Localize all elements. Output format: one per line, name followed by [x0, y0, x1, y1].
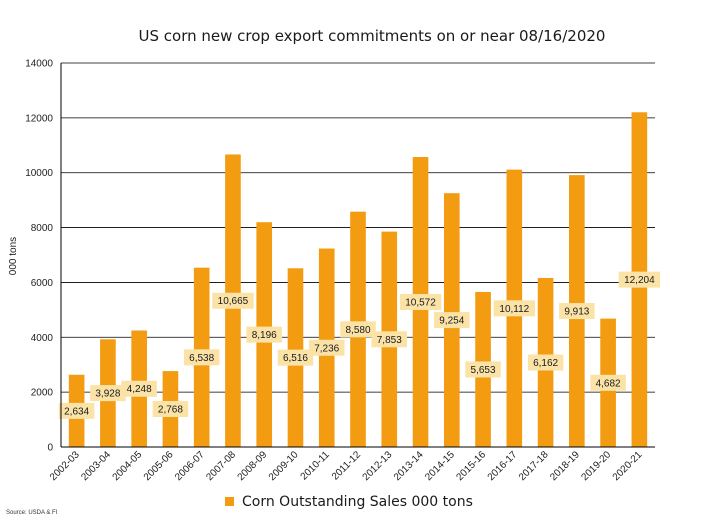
data-label: 6,538: [183, 349, 220, 366]
data-label-text: 7,853: [377, 335, 402, 346]
data-label-text: 10,112: [499, 304, 529, 315]
data-label-text: 12,204: [624, 275, 655, 286]
data-label-text: 2,768: [158, 405, 183, 416]
legend-label: Corn Outstanding Sales 000 tons: [242, 494, 473, 510]
data-label-text: 8,196: [252, 330, 277, 341]
data-label-box: [212, 292, 254, 309]
x-tick-label: 2010-11: [299, 449, 333, 483]
x-tick-label: 2019-20: [579, 449, 613, 483]
data-label-text: 9,913: [564, 307, 589, 318]
data-label-box: [340, 321, 376, 338]
data-label: 10,572: [399, 294, 442, 311]
data-label: 2,634: [58, 402, 95, 419]
chart-title: US corn new crop export commitments on o…: [139, 27, 606, 45]
data-label-box: [183, 349, 220, 366]
data-label-text: 4,248: [127, 384, 152, 395]
x-tick-label: 2016-17: [486, 449, 520, 483]
data-label-box: [618, 271, 661, 288]
data-label: 6,516: [277, 349, 314, 366]
data-label-box: [590, 374, 626, 391]
data-label-box: [90, 385, 126, 402]
data-label: 9,913: [559, 303, 595, 320]
data-label-text: 5,653: [471, 365, 496, 376]
bar-series: [68, 112, 648, 448]
data-label-box: [308, 339, 345, 356]
y-axis-ticks: 0 2000 4000 6000 8000 10000 12000 14000: [25, 59, 53, 454]
data-label-box: [277, 349, 314, 366]
data-label-text: 8,580: [345, 325, 370, 336]
x-tick-label: 2009-10: [267, 449, 301, 483]
data-label-text: 9,254: [439, 316, 464, 327]
y-tick-label: 10000: [25, 168, 53, 179]
data-label-box: [399, 294, 442, 311]
data-label-text: 4,682: [596, 378, 621, 389]
data-label-box: [152, 401, 189, 418]
data-label-box: [434, 312, 470, 329]
data-label-text: 10,572: [405, 298, 436, 309]
x-tick-label: 2014-15: [423, 449, 457, 483]
y-tick-label: 2000: [31, 388, 54, 399]
data-label: 6,162: [527, 354, 564, 371]
data-label-box: [527, 354, 564, 371]
data-label-text: 6,516: [283, 353, 308, 364]
data-label: 8,580: [340, 321, 376, 338]
legend-swatch: [225, 497, 234, 506]
data-label-box: [493, 300, 536, 317]
x-tick-label: 2018-19: [548, 449, 582, 483]
x-tick-label: 2017-18: [517, 449, 551, 483]
x-tick-label: 2008-09: [236, 449, 270, 483]
x-tick-label: 2006-07: [173, 449, 207, 483]
y-tick-label: 4000: [31, 333, 54, 344]
y-tick-label: 8000: [31, 223, 54, 234]
y-axis-label: 000 tons: [8, 237, 19, 275]
data-label-box: [465, 361, 501, 378]
data-label: 3,928: [90, 385, 126, 402]
x-tick-label: 2005-06: [142, 449, 176, 483]
data-label-text: 2,634: [64, 406, 89, 417]
x-tick-label: 2004-05: [111, 449, 145, 483]
data-label: 7,236: [308, 339, 345, 356]
data-label-box: [371, 331, 408, 348]
data-label-text: 7,236: [314, 343, 339, 354]
data-label: 9,254: [434, 312, 470, 329]
x-tick-label: 2013-14: [392, 449, 426, 483]
data-label: 10,665: [212, 292, 254, 309]
x-tick-label: 2015-16: [454, 449, 488, 483]
data-label: 2,768: [152, 401, 189, 418]
x-tick-label: 2007-08: [204, 449, 238, 483]
data-label: 5,653: [465, 361, 501, 378]
data-label-text: 3,928: [95, 389, 120, 400]
data-label-box: [559, 303, 595, 320]
source-note: Source: USDA & FI: [6, 510, 58, 516]
x-tick-label: 2012-13: [361, 449, 395, 483]
data-label: 8,196: [246, 326, 282, 343]
x-tick-label: 2002-03: [48, 449, 82, 483]
data-label: 4,682: [590, 374, 626, 391]
data-labels: 2,634 3,928 4,248 2,768 6,538 10,665 8,196 6,51…: [58, 271, 661, 419]
data-label-box: [58, 402, 95, 419]
data-label: 4,248: [121, 380, 157, 397]
x-tick-label: 2003-04: [79, 449, 113, 483]
y-tick-label: 14000: [25, 59, 53, 70]
y-tick-label: 12000: [25, 113, 53, 124]
data-label-box: [246, 326, 282, 343]
data-label-box: [121, 380, 157, 397]
y-tick-label: 6000: [31, 278, 54, 289]
data-label-text: 6,538: [189, 353, 214, 364]
data-label: 12,204: [618, 271, 661, 288]
x-axis-ticks: 2002-032003-042004-052005-062006-072007-…: [48, 449, 645, 483]
data-label: 7,853: [371, 331, 408, 348]
x-tick-label: 2011-12: [330, 449, 364, 483]
data-label-text: 6,162: [533, 358, 558, 369]
y-tick-label: 0: [47, 443, 53, 454]
x-tick-label: 2020-21: [611, 449, 645, 483]
data-label-text: 10,665: [218, 296, 249, 307]
data-label: 10,112: [493, 300, 536, 317]
